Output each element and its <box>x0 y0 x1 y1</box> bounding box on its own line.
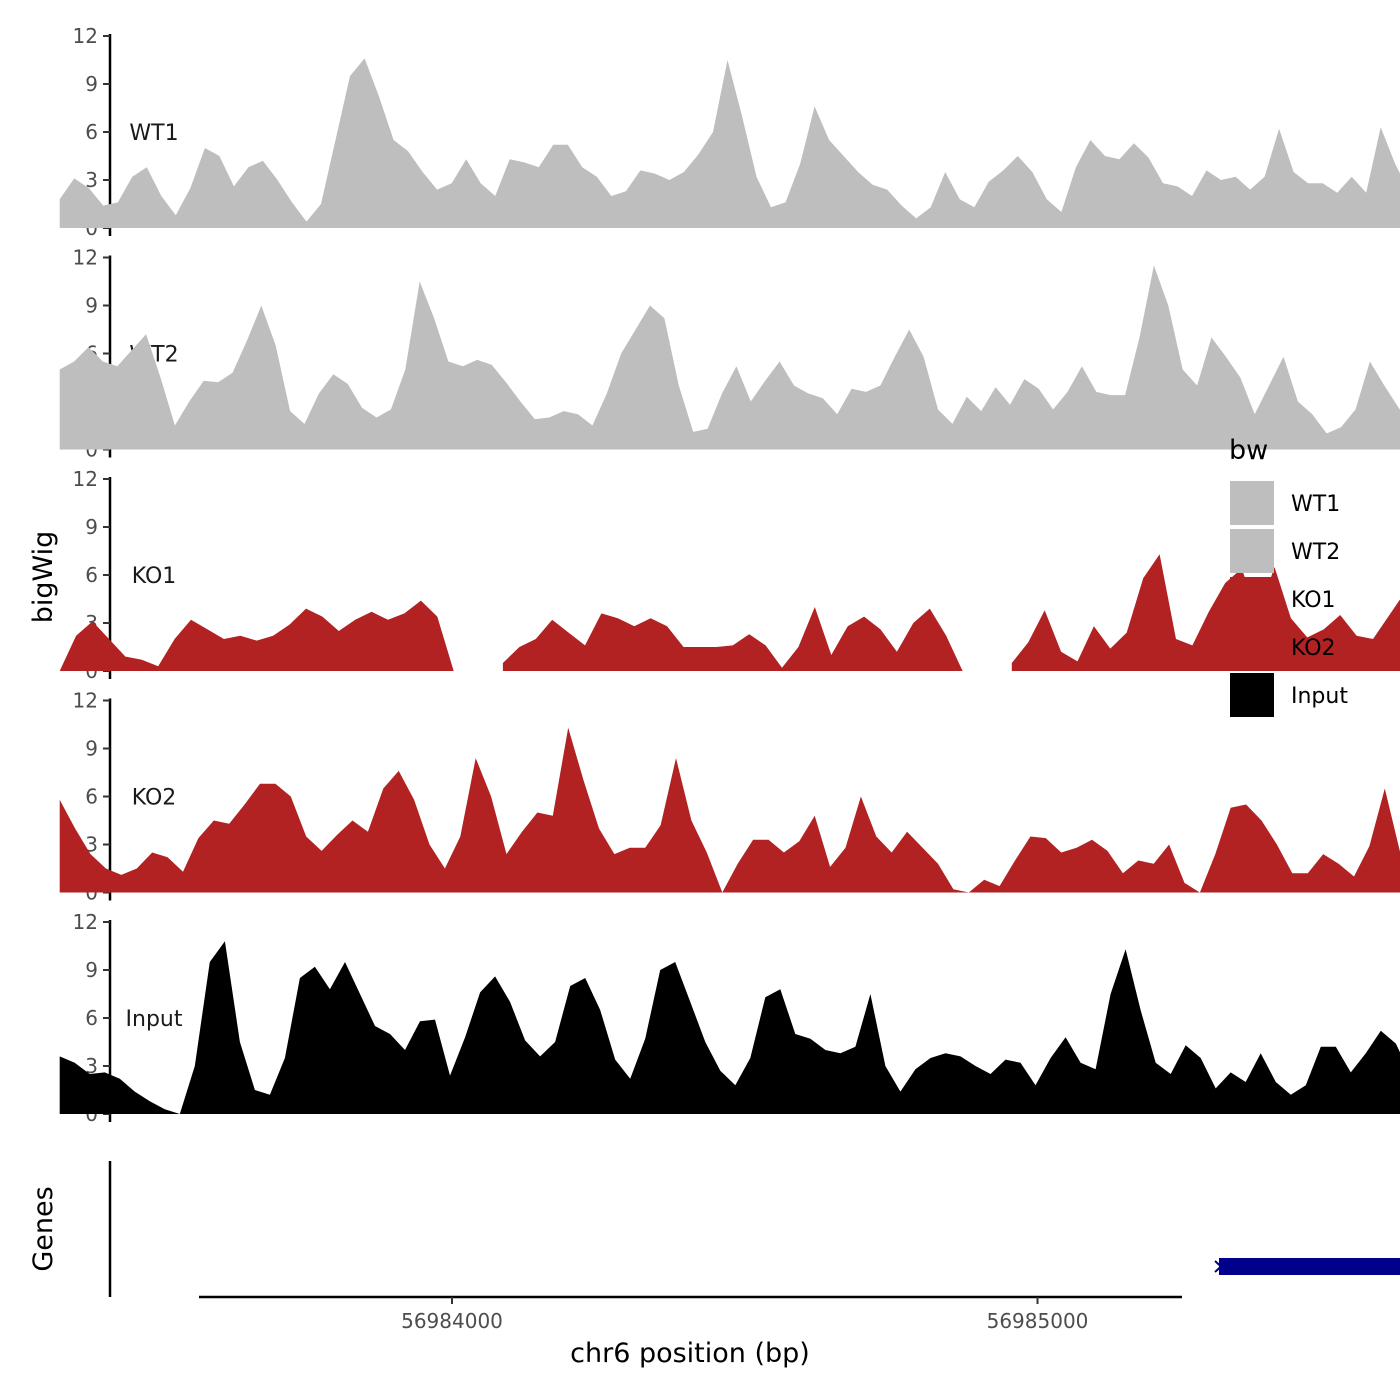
track-input: 036912Input <box>59 910 1400 1126</box>
y-tick-label: 6 <box>85 1006 98 1030</box>
gene-marks: Vmn1r5 <box>1214 1258 1400 1275</box>
gene-body-vmn1r5 <box>1219 1258 1400 1275</box>
x-tick-label: 56984000 <box>401 1309 503 1333</box>
legend-label-ko1: KO1 <box>1291 588 1336 613</box>
area-ko2-segment-0 <box>59 727 1400 893</box>
y-tick-label: 9 <box>85 294 98 318</box>
track-label-ko2: KO2 <box>132 786 177 811</box>
track-wt2: 036912WT2 <box>59 246 1400 462</box>
area-ko1-segment-1 <box>502 607 963 671</box>
legend-label-input: Input <box>1291 684 1348 709</box>
legend-swatch-ko1 <box>1230 577 1274 621</box>
y-tick-label: 3 <box>85 168 98 192</box>
y-tick-label: 12 <box>73 910 98 934</box>
y-tick-label: 12 <box>73 689 98 713</box>
legend: bw WT1 WT2 KO1 KO2 Input <box>1229 435 1348 717</box>
gene-strand-arrow-start <box>1214 1260 1223 1273</box>
y-tick-label: 6 <box>85 785 98 809</box>
track-ko1: 036912KO1 <box>59 467 1400 683</box>
y-tick-label: 9 <box>85 72 98 96</box>
y-tick-label: 3 <box>85 833 98 857</box>
area-ko1-segment-0 <box>59 600 454 671</box>
bigwig-tracks: 036912WT1036912WT2036912KO1036912KO20369… <box>59 24 1400 1126</box>
y-tick-label: 9 <box>85 737 98 761</box>
legend-swatch-ko2 <box>1230 625 1274 669</box>
y-tick-label: 9 <box>85 958 98 982</box>
legend-items: WT1 WT2 KO1 KO2 Input <box>1230 481 1348 717</box>
y-tick-label: 12 <box>73 467 98 491</box>
x-ticks: 569840005698500056986000 <box>401 1297 1089 1333</box>
x-axis: 569840005698500056986000 chr6 position (… <box>199 1295 1182 1369</box>
legend-item-input: Input <box>1230 673 1348 717</box>
legend-title: bw <box>1229 435 1268 466</box>
legend-swatch-input <box>1230 673 1274 717</box>
track-label-input: Input <box>126 1007 183 1032</box>
legend-label-wt2: WT2 <box>1291 540 1340 565</box>
genes-axis-title: Genes <box>28 1186 59 1271</box>
genes-panel: Genes Vmn1r5 <box>28 1161 1400 1297</box>
legend-item-wt2: WT2 <box>1230 529 1340 573</box>
track-wt1: 036912WT1 <box>59 24 1400 240</box>
legend-item-wt1: WT1 <box>1230 481 1340 525</box>
legend-swatch-wt2 <box>1230 529 1274 573</box>
legend-swatch-wt1 <box>1230 481 1274 525</box>
legend-item-ko1: KO1 <box>1230 577 1336 621</box>
legend-label-wt1: WT1 <box>1291 492 1340 517</box>
area-input-segment-0 <box>59 941 1400 1114</box>
x-tick-label: 56985000 <box>987 1309 1089 1333</box>
track-label-wt1: WT1 <box>129 121 178 146</box>
legend-item-ko2: KO2 <box>1230 625 1336 669</box>
x-axis-title: chr6 position (bp) <box>570 1338 810 1369</box>
y-tick-label: 12 <box>73 24 98 48</box>
y-tick-label: 12 <box>73 246 98 270</box>
track-ko2: 036912KO2 <box>59 689 1400 905</box>
y-tick-label: 6 <box>85 563 98 587</box>
area-wt1-segment-0 <box>59 58 1400 228</box>
y-tick-label: 9 <box>85 515 98 539</box>
area-wt2-segment-0 <box>59 265 1400 450</box>
area-ko1-segment-2 <box>1011 554 1400 671</box>
gene-vmn1r5: Vmn1r5 <box>1214 1258 1400 1275</box>
legend-label-ko2: KO2 <box>1291 636 1336 661</box>
y-tick-label: 3 <box>85 1054 98 1078</box>
y-tick-label: 6 <box>85 120 98 144</box>
track-label-ko1: KO1 <box>132 564 177 589</box>
y-axis-title: bigWig <box>28 531 59 624</box>
